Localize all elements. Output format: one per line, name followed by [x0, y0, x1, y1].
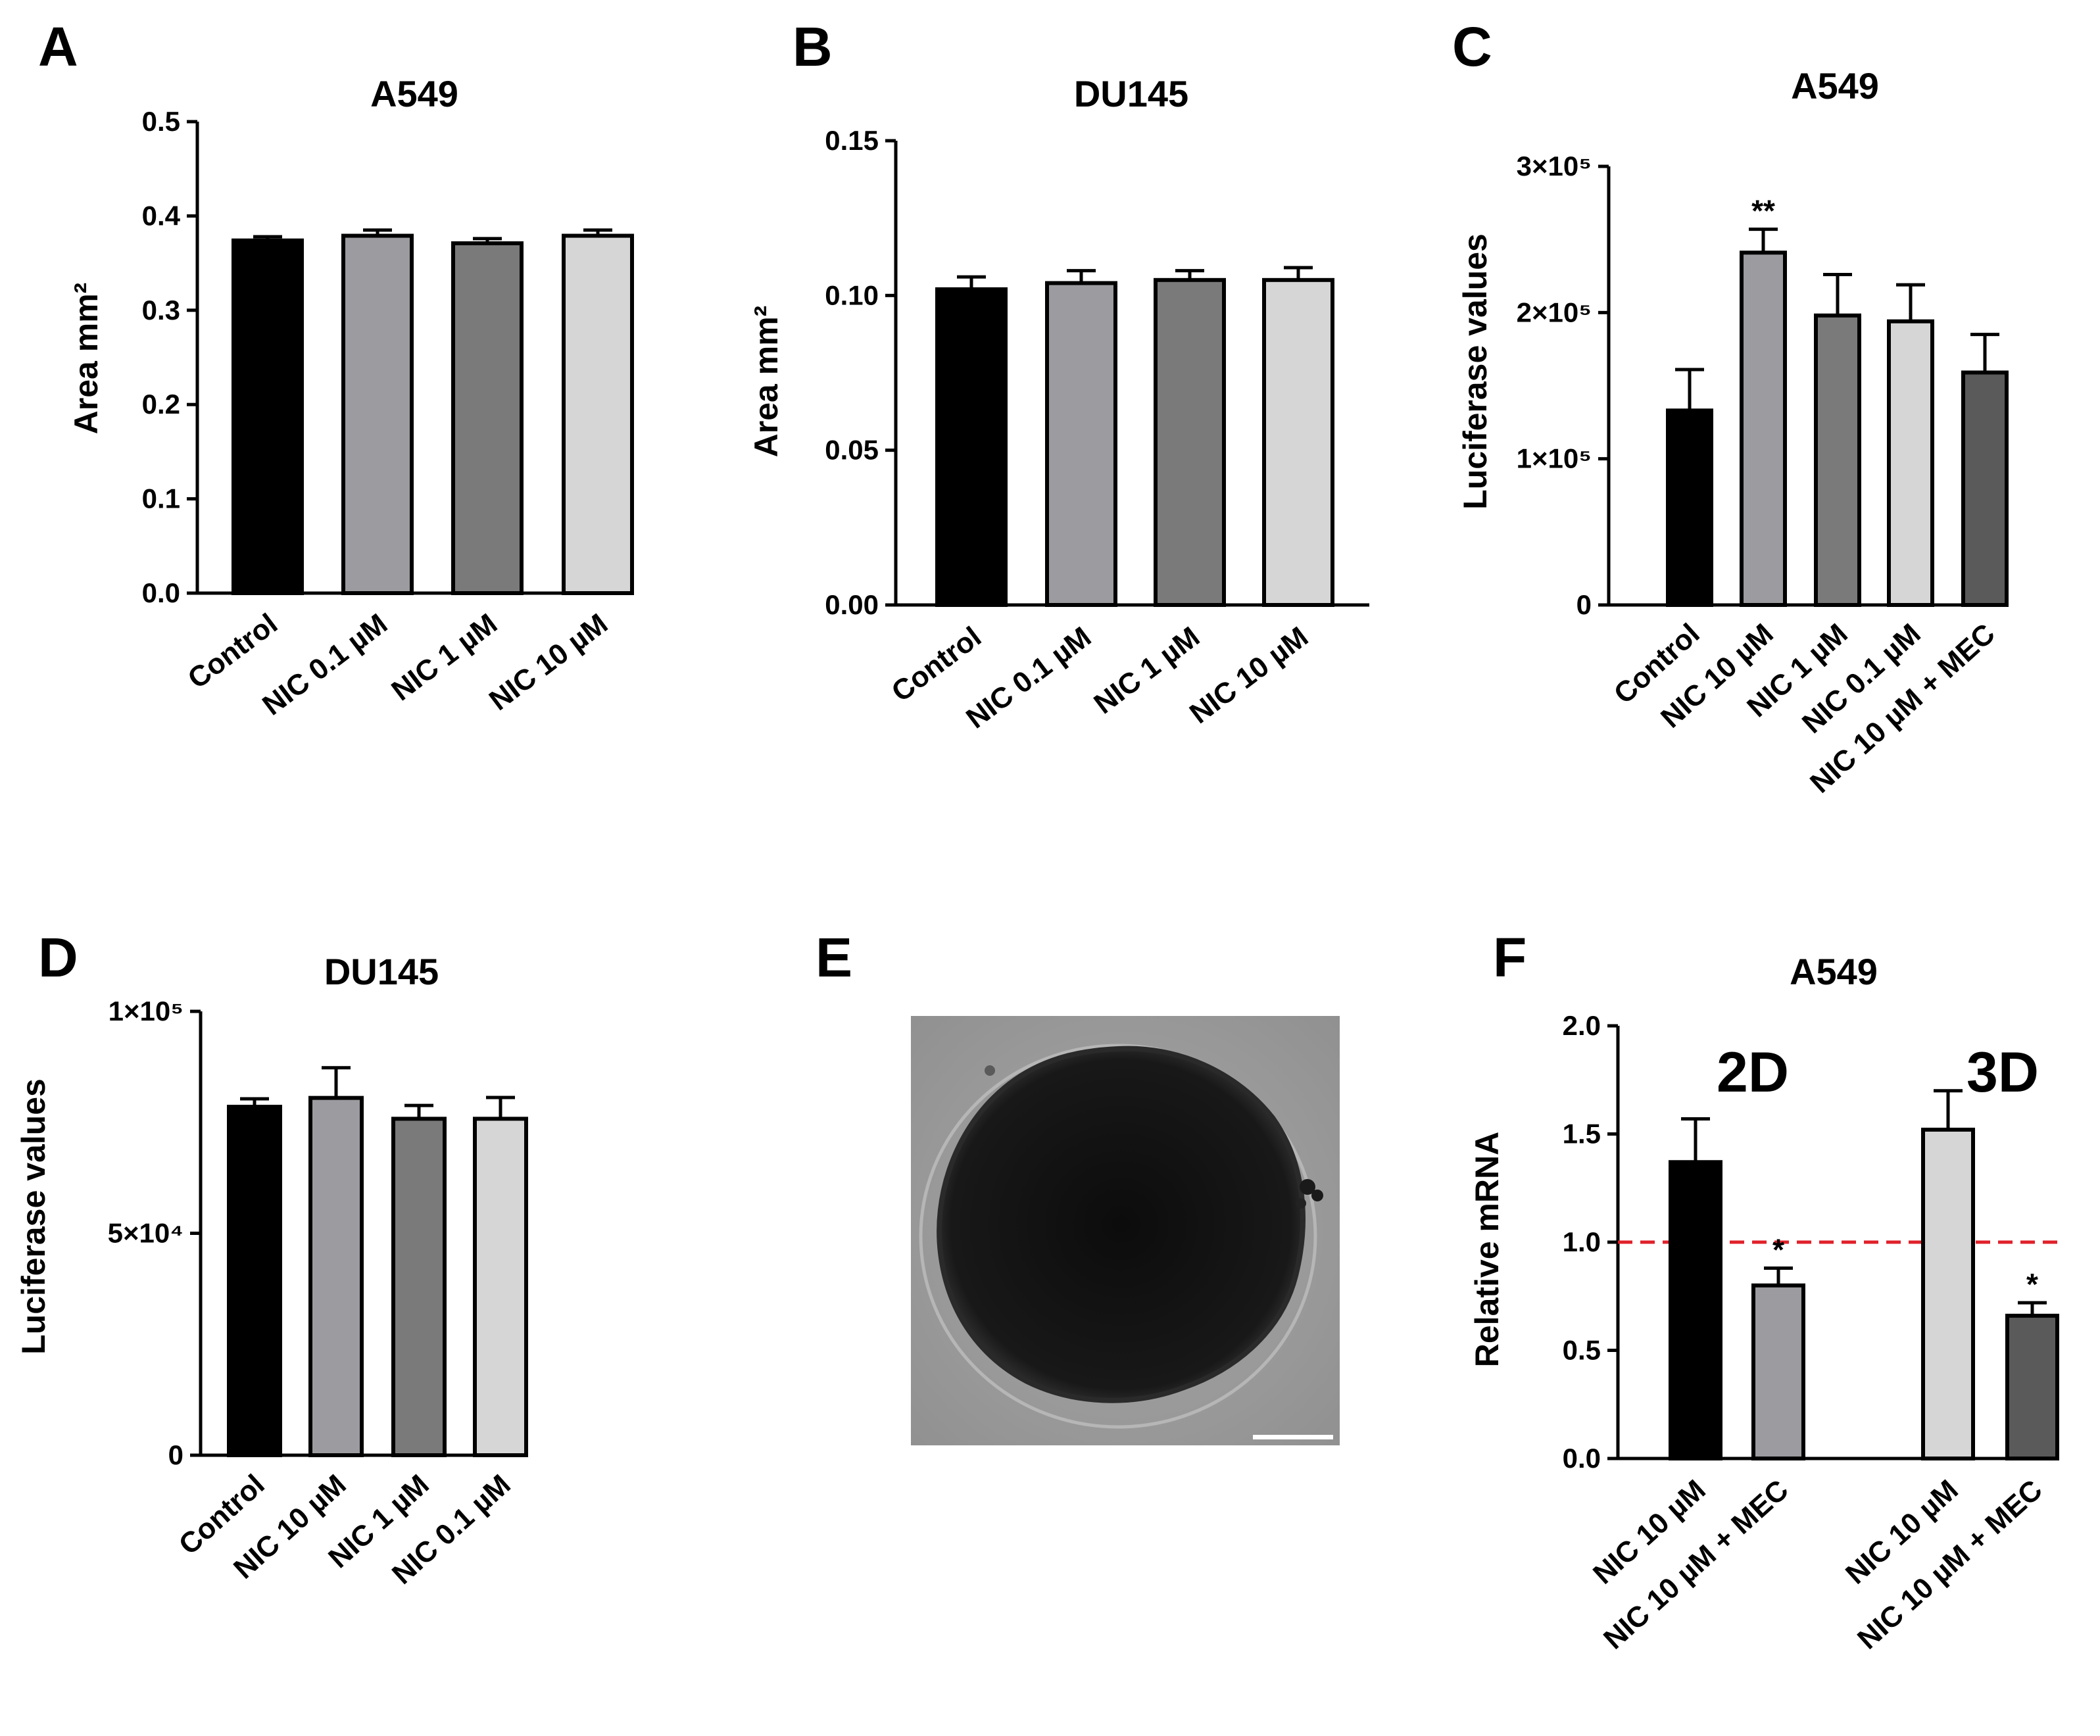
panel-letter-c: C	[1452, 16, 1492, 78]
y-axis-label: Relative mRNA	[1469, 1132, 1505, 1367]
y-tick-label: 5×10⁴	[108, 1218, 183, 1249]
x-tick-label: NIC 10 µM	[483, 608, 614, 717]
y-axis-label: Luciferase values	[1457, 233, 1494, 510]
x-tick-label: Control	[182, 608, 283, 695]
y-tick-label: 0.0	[142, 577, 180, 608]
panel-letter-d: D	[38, 927, 78, 988]
chart-title: A549	[1790, 951, 1878, 992]
spheroid-micrograph	[911, 1016, 1340, 1445]
bar	[391, 1117, 447, 1457]
y-tick-label: 0	[1576, 589, 1592, 620]
x-tick-label: NIC 10 µM	[1184, 621, 1314, 730]
panel-letter-f: F	[1493, 927, 1526, 988]
bar	[232, 238, 304, 595]
x-tick-label: Control	[886, 621, 987, 708]
chart-title: A549	[1791, 65, 1879, 107]
bar	[2005, 1313, 2059, 1460]
chart-title: A549	[370, 73, 458, 114]
bar	[451, 241, 524, 595]
y-tick-label: 2×10⁵	[1517, 297, 1592, 327]
bar	[341, 233, 414, 596]
y-tick-label: 0.15	[825, 125, 879, 156]
y-tick-label: 0.5	[1563, 1335, 1601, 1366]
bar	[1961, 370, 2009, 607]
bar	[1814, 313, 1861, 607]
bar	[1887, 319, 1934, 607]
bar	[227, 1105, 282, 1457]
bar	[1262, 277, 1334, 607]
y-tick-label: 0.3	[142, 295, 180, 326]
bar	[1154, 277, 1226, 607]
x-tick-label: NIC 0.1 µM	[256, 608, 393, 722]
y-axis-label: Luciferase values	[15, 1078, 52, 1355]
y-tick-label: 0.1	[142, 483, 180, 514]
group-label: 3D	[1966, 1041, 2039, 1104]
chart-title: DU145	[1074, 73, 1188, 114]
y-tick-label: 0.4	[142, 200, 181, 231]
bar	[308, 1096, 364, 1457]
y-tick-label: 1.5	[1563, 1119, 1601, 1149]
panel-letter-a: A	[38, 16, 78, 78]
bar	[1666, 408, 1713, 608]
y-tick-label: 0.10	[825, 279, 879, 310]
panel-letter-e: E	[816, 927, 852, 988]
y-tick-label: 0.00	[825, 589, 879, 620]
bar	[1740, 251, 1787, 607]
bar	[1045, 281, 1117, 607]
group-label: 2D	[1717, 1041, 1789, 1104]
chart-title: DU145	[324, 951, 439, 992]
bar	[1921, 1127, 1975, 1461]
y-tick-label: 0.0	[1563, 1443, 1601, 1474]
significance-marker: *	[2026, 1267, 2038, 1301]
cell-cluster	[985, 1065, 995, 1076]
y-axis-label: Area mm²	[68, 283, 105, 435]
y-tick-label: 3×10⁵	[1517, 151, 1592, 181]
y-tick-label: 1×10⁵	[1517, 443, 1592, 474]
bar	[473, 1117, 528, 1457]
cell-cluster	[1296, 1198, 1306, 1209]
spheroid	[937, 1046, 1306, 1403]
y-tick-label: 1.0	[1563, 1226, 1601, 1257]
cell-cluster	[1300, 1179, 1315, 1195]
scale-bar	[1253, 1435, 1333, 1439]
y-tick-label: 2.0	[1563, 1010, 1601, 1041]
y-tick-label: 0.05	[825, 435, 879, 466]
bar	[1751, 1283, 1805, 1461]
y-tick-label: 1×10⁵	[109, 996, 183, 1026]
panel-letter-b: B	[793, 16, 833, 78]
significance-marker: **	[1751, 194, 1775, 228]
bar	[562, 233, 634, 596]
x-tick-label: NIC 0.1 µM	[960, 621, 1097, 735]
y-tick-label: 0.2	[142, 389, 180, 420]
y-tick-label: 0.5	[142, 106, 180, 137]
well-outline	[919, 1044, 1317, 1429]
cell-cluster	[1311, 1190, 1323, 1201]
bar	[935, 287, 1008, 607]
bar	[1669, 1160, 1722, 1461]
significance-marker: *	[1772, 1232, 1784, 1266]
y-tick-label: 0	[168, 1439, 183, 1470]
y-axis-label: Area mm²	[748, 306, 785, 458]
